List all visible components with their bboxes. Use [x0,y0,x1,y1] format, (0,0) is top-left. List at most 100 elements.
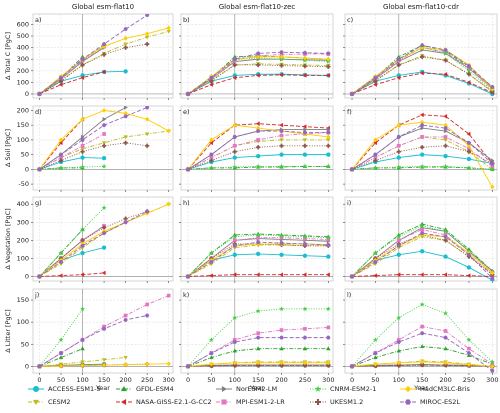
marker [302,63,308,69]
panel-title: Global esm-flat10-cdr [383,3,459,11]
marker [255,163,261,169]
marker [396,238,401,243]
marker [209,351,214,355]
legend-label: ACCESS-ESM1-5 [48,385,101,393]
marker [256,363,261,368]
marker [349,167,355,172]
marker [166,201,171,207]
series-line [39,315,148,367]
marker [326,152,331,157]
y-tick-label: 150 [17,121,29,129]
series-line [39,43,148,95]
marker [255,346,261,351]
marker [144,31,150,37]
legend-marker [121,399,127,405]
marker [419,344,425,349]
marker [101,156,107,161]
marker [302,346,308,351]
marker [144,116,150,122]
marker [489,166,495,172]
marker [396,57,401,62]
marker [443,238,448,243]
series-group [185,231,331,279]
marker [80,116,85,122]
panel-label: l) [347,291,351,299]
series-line [39,46,105,95]
marker [349,364,355,369]
marker [101,362,107,368]
marker [419,163,425,169]
marker [419,359,425,365]
marker [232,143,237,148]
marker [279,54,284,60]
series-line [39,211,148,277]
marker [373,158,378,163]
marker [123,35,128,41]
marker [80,363,85,368]
marker [58,260,64,264]
marker [372,165,379,171]
marker [302,242,308,246]
marker [302,138,308,143]
marker [302,50,308,55]
marker [420,152,425,157]
marker [209,82,213,87]
y-tick-label: 50 [21,151,29,159]
marker [442,228,449,234]
marker [302,152,308,157]
marker [123,355,128,360]
marker [58,250,64,256]
marker [373,152,378,157]
marker [326,242,331,247]
marker [373,260,378,264]
marker [58,137,64,143]
x-tick-label: 100 [393,376,405,384]
marker [443,329,448,333]
series-group [185,121,331,172]
marker [420,125,425,131]
panel-label: k) [183,291,189,299]
y-tick-label: 300 [17,218,29,226]
marker [124,106,128,110]
marker [443,135,448,139]
marker [101,141,107,146]
marker [466,80,471,85]
marker [123,135,128,140]
marker [490,270,495,276]
marker [396,122,401,128]
series-line [39,225,105,277]
marker [278,233,285,239]
marker [396,62,401,68]
panel-label: d) [35,108,42,116]
marker [325,234,331,240]
marker [256,62,261,68]
marker [302,306,308,312]
marker [232,363,237,368]
marker [123,313,128,318]
marker [145,302,150,307]
marker [326,127,331,132]
marker [101,326,107,331]
series-line [39,272,105,277]
marker [102,132,106,136]
marker [326,73,330,78]
marker [37,167,42,172]
marker [466,68,472,74]
marker [101,205,107,211]
marker [279,272,284,277]
marker [232,238,237,243]
panel-frame [32,288,174,374]
marker [326,325,331,330]
marker [302,143,308,148]
marker [101,69,106,75]
marker [326,64,331,69]
y-tick-label: 400 [17,200,29,208]
marker [325,306,331,312]
marker [255,54,261,60]
marker [279,241,284,245]
marker [396,252,401,257]
marker [255,121,260,126]
series-group [349,112,495,190]
legend-marker [33,386,39,392]
marker [420,227,425,232]
